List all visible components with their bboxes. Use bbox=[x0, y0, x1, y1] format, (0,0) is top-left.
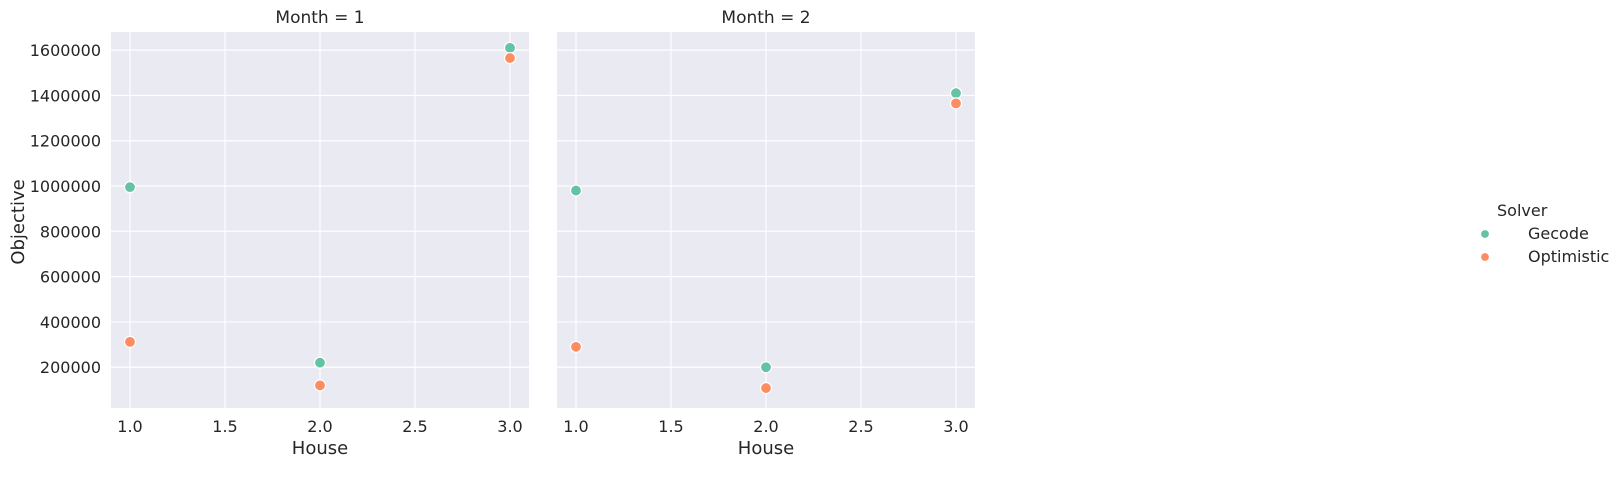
legend-label-optimistic: Optimistic bbox=[1528, 247, 1609, 266]
facet-panel-2: Month = 2 1.0 1.5 2.0 2.5 3.0 House bbox=[557, 8, 975, 459]
facet-title: Month = 1 bbox=[275, 8, 364, 28]
data-point-optimistic bbox=[313, 379, 327, 392]
data-point-optimistic bbox=[569, 340, 583, 353]
x-tick-label: 2.0 bbox=[753, 417, 778, 436]
x-axis-label: House bbox=[292, 438, 348, 459]
data-point-optimistic bbox=[123, 335, 137, 348]
x-tick-label: 1.5 bbox=[658, 417, 683, 436]
y-tick-label: 1200000 bbox=[30, 132, 101, 151]
facet-panel-1: Month = 1 1.0 1.5 2.0 2.5 3.0 200000 400000 6000… bbox=[30, 8, 529, 459]
x-tick-label: 3.0 bbox=[943, 417, 968, 436]
x-tick-label: 2.5 bbox=[402, 417, 427, 436]
x-tick-label: 2.5 bbox=[848, 417, 873, 436]
data-point-gecode bbox=[569, 184, 583, 197]
data-point-optimistic bbox=[759, 381, 773, 395]
data-point-optimistic bbox=[949, 97, 963, 110]
y-tick-label: 400000 bbox=[40, 313, 101, 332]
y-tick-label: 1400000 bbox=[30, 86, 101, 105]
y-tick-label: 1000000 bbox=[30, 177, 101, 196]
legend-title: Solver bbox=[1497, 201, 1548, 220]
facet-title: Month = 2 bbox=[721, 8, 810, 28]
data-point-optimistic bbox=[503, 51, 517, 65]
x-tick-label: 3.0 bbox=[497, 417, 522, 436]
y-tick-label: 1600000 bbox=[30, 41, 101, 60]
legend-marker-optimistic bbox=[1479, 251, 1491, 263]
data-point-gecode bbox=[123, 181, 137, 194]
data-point-gecode bbox=[759, 361, 773, 374]
data-point-gecode bbox=[313, 356, 327, 369]
y-tick-label: 600000 bbox=[40, 268, 101, 287]
data-point-gecode bbox=[503, 41, 517, 54]
y-tick-label: 200000 bbox=[40, 358, 101, 377]
x-tick-label: 2.0 bbox=[307, 417, 332, 436]
data-point-gecode bbox=[949, 87, 963, 100]
x-axis-label: House bbox=[738, 438, 794, 459]
legend: Solver Gecode Optimistic bbox=[1479, 201, 1609, 266]
legend-marker-gecode bbox=[1479, 228, 1491, 240]
x-tick-label: 1.0 bbox=[117, 417, 142, 436]
y-axis-label: Objective bbox=[8, 179, 29, 264]
x-tick-label: 1.5 bbox=[212, 417, 237, 436]
y-tick-label: 800000 bbox=[40, 222, 101, 241]
x-tick-label: 1.0 bbox=[563, 417, 588, 436]
legend-label-gecode: Gecode bbox=[1528, 224, 1589, 243]
